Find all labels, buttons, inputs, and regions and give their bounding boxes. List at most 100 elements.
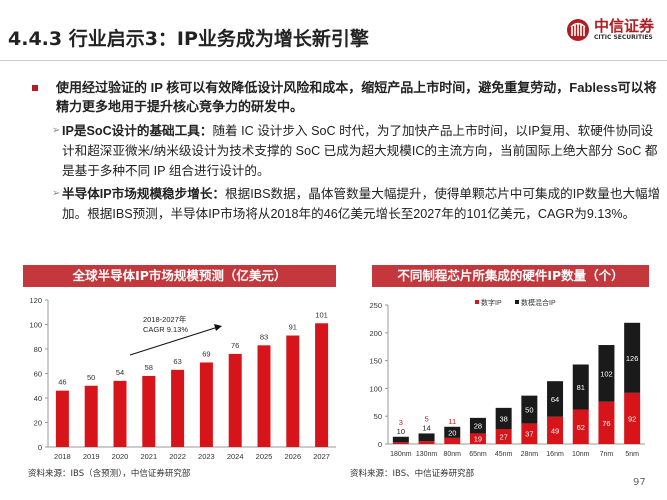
bullet-text: 使用经过验证的 IP 核可以有效降低设计风险和成本，缩短产品上市时间，避免重复劳… [56, 80, 657, 114]
chart1-x-label: 2019 [83, 452, 100, 461]
chart1-data-label: 63 [173, 357, 181, 366]
chart1-data-label: 76 [231, 341, 239, 350]
chart1-bar [228, 353, 242, 447]
chart2-bar-segment [598, 345, 615, 402]
chart1-source: 资料来源：IBS（含预测），中信证券研究部 [28, 469, 191, 479]
logo-en: CITIC SECURITIES [594, 34, 653, 41]
chart2-data-label: 20 [448, 428, 456, 437]
sub-bullet-body: 随着 IC 设计步入 SoC 时代，为了加快产品上市时间，以IP复用、软硬件协同… [62, 124, 658, 178]
chart2-bar-segment [444, 437, 461, 444]
chart2-title: 不同制程芯片所集成的硬件IP数量（个） [372, 265, 649, 287]
chart2-data-label: 102 [600, 369, 613, 378]
chart1-data-label: 91 [289, 323, 297, 332]
chart1-arrow-line [129, 326, 219, 356]
chart1-y-tick-label: 80 [34, 345, 42, 354]
chart2-bar-segment [418, 433, 435, 442]
chart2-x-label: 45nm [495, 451, 513, 458]
chart2-bar-segment [444, 426, 461, 438]
chart1-x-label: 2020 [112, 452, 129, 461]
chart2-data-label: 38 [499, 414, 507, 423]
chart1-arrow-head-icon [214, 324, 222, 331]
chart2-x-label: 65nm [469, 451, 487, 458]
chart1-x-label: 2025 [256, 452, 273, 461]
chart2-y-tick-label: 100 [369, 384, 382, 393]
arrow-bullet-icon: ➢ [52, 125, 61, 136]
chart2-bar-segment [624, 392, 641, 444]
chart1-y-tick-label: 20 [34, 419, 42, 428]
chart1-y-tick-label: 40 [34, 394, 42, 403]
chart1-data-label: 58 [145, 363, 153, 372]
chart2-y-tick-label: 200 [369, 329, 382, 338]
main-bullet: 使用经过验证的 IP 核可以有效降低设计风险和成本，缩短产品上市时间，避免重复劳… [32, 78, 664, 116]
chart1-bar [55, 390, 69, 447]
chart2-bar-segment [547, 381, 564, 417]
divider [0, 60, 667, 61]
chart2-data-label: 62 [577, 423, 585, 432]
chart2-x-label: 180nm [390, 451, 412, 458]
chart1-x-label: 2018 [54, 452, 71, 461]
chart2-bar-segment [624, 322, 641, 393]
chart1-x-label: 2023 [198, 452, 215, 461]
chart2-data-label: 27 [499, 432, 507, 441]
chart1-x-label: 2026 [284, 452, 301, 461]
chart2-data-label: 11 [448, 417, 456, 426]
chart2-bar-segment [521, 395, 538, 424]
chart2-legend-label: 数模混合IP [521, 298, 556, 307]
chart2-bar-segment [469, 417, 486, 434]
chart2-data-label: 3 [399, 418, 403, 427]
chart2-data-label: 50 [525, 406, 533, 415]
sub-bullet-head: IP是SoC设计的基础工具： [62, 124, 213, 138]
text-block: 使用经过验证的 IP 核可以有效降低设计风险和成本，缩短产品上市时间，避免重复劳… [32, 78, 664, 227]
arrow-bullet-icon: ➢ [52, 188, 61, 199]
chart2-x-label: 80nm [443, 451, 461, 458]
chart2-bar-segment [469, 433, 486, 444]
chart2-bar-segment [392, 436, 409, 443]
chart2-legend-label: 数字IP [481, 298, 502, 307]
chart2-y-tick-label: 0 [378, 440, 382, 449]
chart2-data-label: 64 [551, 395, 559, 404]
chart2-data-label: 5 [424, 414, 428, 423]
bullet-square-icon [32, 85, 38, 91]
chart1-y-tick-label: 120 [29, 296, 42, 305]
chart1-title: 全球半导体IP市场规模预测（亿美元） [23, 265, 336, 287]
chart2-data-label: 76 [602, 419, 610, 428]
chart2-legend-swatch [475, 300, 479, 304]
chart1-bar [257, 345, 271, 447]
chart2-x-label: 130nm [416, 451, 438, 458]
chart2-data-label: 92 [628, 414, 636, 423]
sub-bullet: ➢ IP是SoC设计的基础工具：随着 IC 设计步入 SoC 时代，为了加快产品… [52, 121, 664, 181]
chart2-x-label: 7nm [600, 451, 614, 458]
chart1-bar [171, 369, 185, 447]
chart2-bar-segment [547, 416, 564, 444]
chart2-data-label: 28 [474, 422, 482, 431]
chart1-x-label: 2027 [313, 452, 330, 461]
chart1-data-label: 69 [202, 349, 210, 358]
chart1-x-label: 2021 [140, 452, 157, 461]
page-title: 4.4.3 行业启示3：IP业务成为增长新引擎 [8, 28, 369, 50]
logo-cn: 中信证券 [594, 17, 655, 35]
chart1-bar [199, 362, 213, 447]
chart1-y-tick-label: 100 [29, 321, 42, 330]
chart2-x-label: 28nm [521, 451, 539, 458]
chart2-data-label: 14 [422, 423, 430, 432]
chart2-bar-segment [495, 428, 512, 444]
chart2-bar-segment [572, 409, 589, 444]
chart2-data-label: 10 [397, 427, 405, 436]
chart2-x-label: 10nm [572, 451, 590, 458]
chart2-data-label: 37 [525, 430, 533, 439]
chart1-x-label: 2022 [169, 452, 186, 461]
chart2-x-label: 16nm [546, 451, 564, 458]
chart1-bar [142, 375, 156, 447]
chart1-data-label: 54 [116, 368, 124, 377]
chart2-bar-segment [418, 441, 435, 444]
chart2-bar-segment [572, 364, 589, 410]
chart1-annotation: 2018-2027年 [143, 314, 187, 324]
chart1-y-tick-label: 60 [34, 370, 42, 379]
chart1-bar [84, 385, 98, 447]
chart2-bar-segment [495, 407, 512, 429]
chart1-data-label: 46 [58, 378, 66, 387]
chart2-data-label: 126 [626, 354, 639, 363]
chart2-y-tick-label: 250 [369, 301, 382, 310]
logo: 中信证券 CITIC SECURITIES [566, 18, 654, 42]
